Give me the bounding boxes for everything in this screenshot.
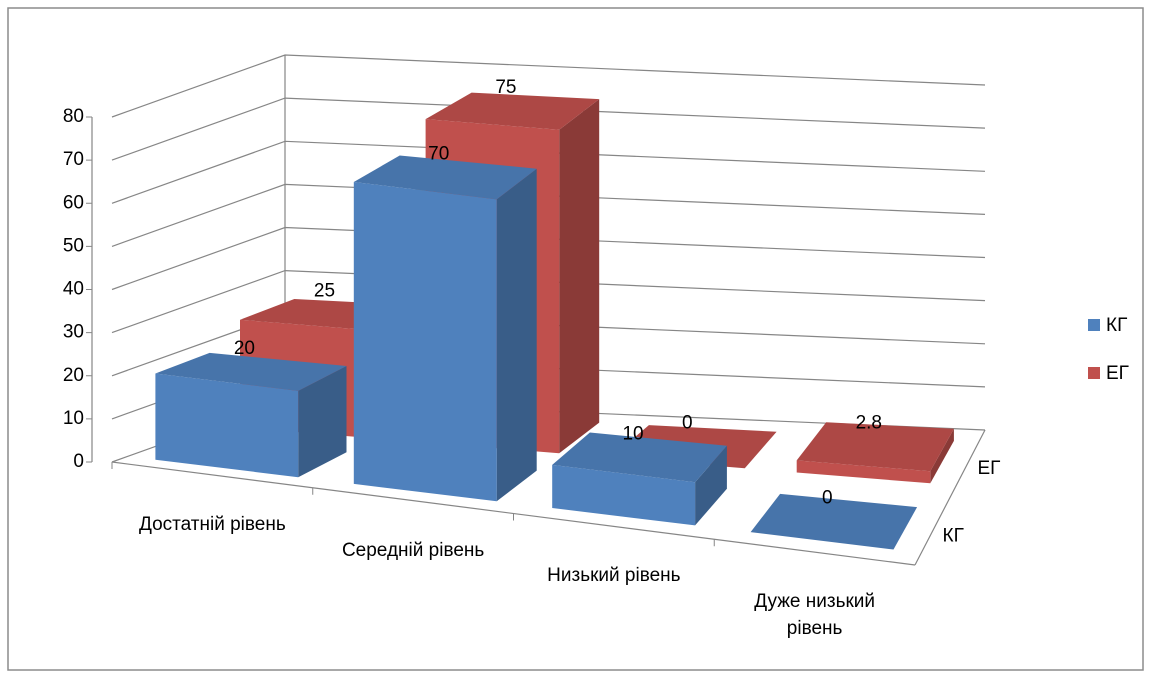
bar	[552, 432, 727, 526]
y-tick-label: 30	[63, 322, 84, 343]
bar-top	[425, 92, 600, 130]
legend-label: ЕГ	[1106, 363, 1129, 384]
data-label: 70	[428, 143, 449, 164]
depth-tick-label: КГ	[943, 525, 964, 546]
y-tick-label: 40	[63, 279, 84, 300]
bar-side	[930, 428, 954, 484]
y-tick-label: 70	[63, 149, 84, 170]
bar-top	[155, 352, 347, 391]
y-tick-label: 50	[63, 235, 84, 256]
depth-axis	[914, 429, 986, 566]
bar-side	[559, 99, 600, 454]
y-tick-label: 80	[63, 106, 84, 127]
data-label: 0	[822, 488, 833, 509]
bar	[155, 352, 347, 478]
data-label: 10	[622, 423, 643, 444]
y-tick-label: 20	[63, 365, 84, 386]
bar	[750, 493, 918, 550]
data-label: 20	[234, 338, 255, 359]
bar	[796, 422, 954, 484]
x-tick-label: Дуже низький рівень	[754, 591, 876, 640]
bar-top	[353, 155, 537, 200]
bar-front	[155, 373, 299, 478]
data-label: 2.8	[856, 413, 882, 434]
bar-side	[496, 168, 537, 502]
y-tick-label: 60	[63, 192, 84, 213]
bar	[353, 155, 537, 502]
x-tick-label: Достатній рівень	[139, 513, 286, 535]
bar-front	[353, 182, 497, 502]
bar-top	[552, 432, 727, 483]
data-label: 0	[682, 413, 693, 434]
data-label: 75	[495, 77, 516, 98]
bar-side	[695, 445, 727, 526]
y-tick-label: 0	[73, 451, 84, 472]
bar-top	[796, 422, 954, 472]
legend-label: КГ	[1106, 315, 1127, 336]
bar-top	[750, 493, 918, 550]
bar-side	[298, 366, 347, 478]
depth-tick-label: ЕГ	[978, 458, 1001, 479]
legend-swatch	[1088, 367, 1100, 379]
bar-front	[552, 464, 696, 526]
data-label: 25	[314, 281, 335, 302]
x-tick-label: Середній рівень	[341, 539, 485, 561]
y-tick-label: 10	[63, 408, 84, 429]
legend-swatch	[1088, 319, 1100, 331]
x-tick-label: Низький рівень	[547, 565, 681, 587]
bar-front	[796, 460, 931, 484]
